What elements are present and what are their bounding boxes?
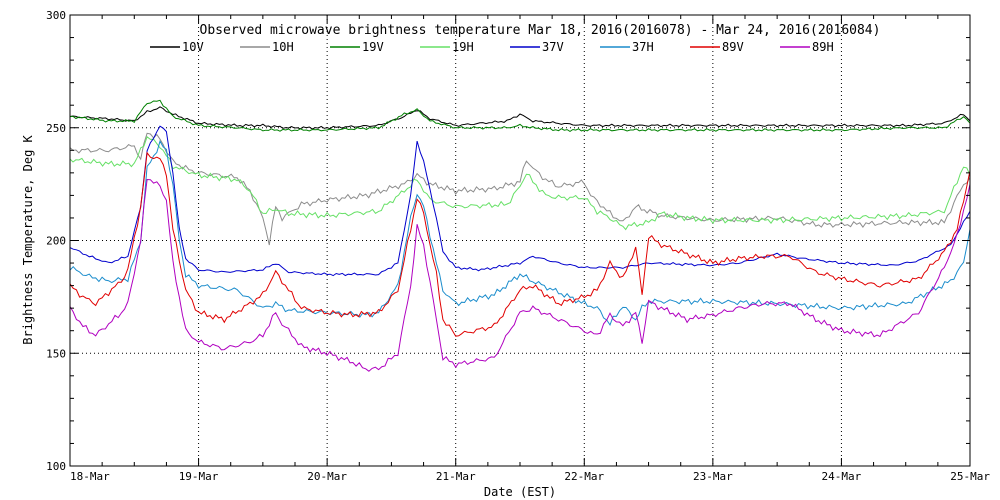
y-tick-label: 100 — [46, 460, 66, 473]
y-tick-label: 250 — [46, 122, 66, 135]
series-line-10v — [69, 106, 971, 130]
y-axis-label: Brightness Temperature, Deg K — [21, 134, 35, 344]
legend-label-37v: 37V — [542, 40, 564, 54]
y-tick-label: 200 — [46, 235, 66, 248]
legend-label-10v: 10V — [182, 40, 204, 54]
x-tick-label: 25-Mar — [950, 470, 990, 483]
y-tick-label: 150 — [46, 347, 66, 360]
chart-title: Observed microwave brightness temperatur… — [200, 23, 881, 38]
x-tick-label: 22-Mar — [564, 470, 604, 483]
x-tick-label: 21-Mar — [436, 470, 476, 483]
y-tick-label: 300 — [46, 9, 66, 22]
series-line-19h — [69, 135, 971, 231]
axis-ticks: 100 150 200 250 300 18-Mar 19-Mar 20-Mar 21-Mar 2… — [46, 9, 990, 483]
x-axis-label: Date (EST) — [484, 485, 556, 499]
x-tick-label: 19-Mar — [179, 470, 219, 483]
series-line-37v — [69, 125, 971, 277]
legend-label-89h: 89H — [812, 40, 834, 54]
x-tick-label: 24-Mar — [822, 470, 862, 483]
legend: 10V 10H 19V 19H 37V 37H 89V 89H — [150, 40, 834, 54]
legend-label-10h: 10H — [272, 40, 294, 54]
series-line-89v — [69, 151, 971, 337]
legend-label-19h: 19H — [452, 40, 474, 54]
x-tick-label: 18-Mar — [70, 470, 110, 483]
series-lines — [69, 99, 971, 372]
legend-label-37h: 37H — [632, 40, 654, 54]
legend-label-89v: 89V — [722, 40, 744, 54]
x-tick-label: 23-Mar — [693, 470, 733, 483]
series-line-19v — [69, 99, 971, 132]
series-line-37h — [69, 139, 971, 326]
legend-label-19v: 19V — [362, 40, 384, 54]
series-line-89h — [69, 178, 971, 372]
x-tick-label: 20-Mar — [307, 470, 347, 483]
series-line-10h — [69, 132, 971, 246]
